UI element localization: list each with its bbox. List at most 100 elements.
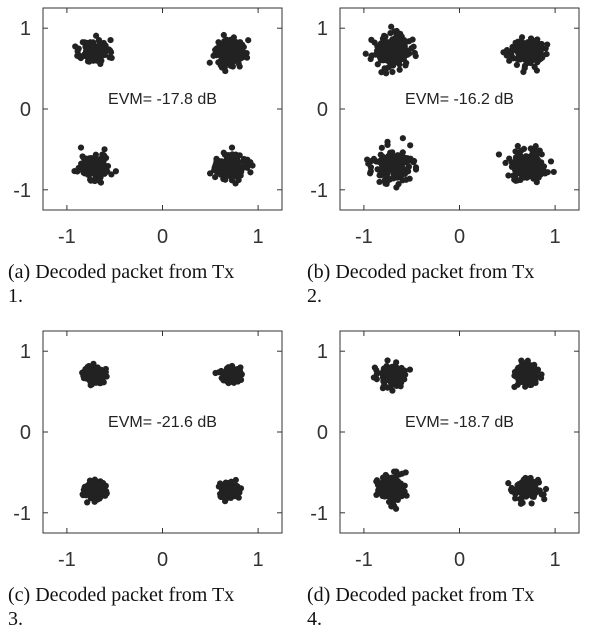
scatter-point [505, 480, 512, 487]
scatter-point [397, 491, 404, 498]
caption-b-line2: 2. [307, 285, 322, 307]
scatter-point [393, 484, 401, 491]
scatter-point [206, 170, 214, 177]
caption-b-line1: (b) Decoded packet from Tx [307, 261, 535, 283]
y-tick-label: 0 [317, 99, 328, 121]
scatter-point [386, 367, 393, 374]
scatter-point [84, 499, 91, 506]
scatter-point [379, 481, 386, 488]
scatter-point [508, 487, 515, 494]
scatter-point [528, 44, 535, 52]
scatter-point [385, 478, 392, 485]
scatter-point [396, 66, 403, 73]
scatter-point [220, 43, 227, 51]
scatter-point [379, 46, 386, 54]
scatter-point [84, 58, 92, 65]
scatter-point [535, 158, 542, 165]
scatter-point [520, 476, 527, 483]
scatter-point [76, 53, 83, 60]
scatter-point [72, 43, 79, 50]
scatter-point [393, 184, 400, 191]
scatter-point [537, 373, 544, 381]
caption-d-line2: 4. [307, 608, 322, 630]
plot-frame [339, 330, 580, 534]
evm-annotation: EVM= -18.7 dB [405, 414, 514, 431]
scatter-point [234, 173, 241, 181]
scatter-point [411, 49, 418, 57]
scatter-point [95, 177, 102, 184]
scatter-points [71, 31, 256, 187]
scatter-point [87, 177, 94, 184]
scatter-point [249, 162, 256, 169]
chart-panel-d: -1 0 1 -1 0 1 EVM= -18.7 dB (d) Decoded packet… [297, 321, 595, 642]
scatter-point [367, 164, 375, 171]
plot-frame [339, 7, 580, 211]
caption-b: (b) Decoded packet from Tx 2. [307, 260, 535, 307]
scatter-point [100, 39, 107, 47]
scatter-point [240, 158, 247, 165]
scatter-point [103, 490, 110, 497]
scatter-point [364, 156, 371, 163]
scatter-point [399, 135, 406, 142]
scatter-point [374, 47, 381, 54]
scatter-point [107, 36, 114, 44]
scatter-point [97, 60, 104, 67]
scatter-point [227, 161, 234, 168]
scatter-point [82, 367, 90, 374]
scatter-point [100, 47, 107, 54]
scatter-point [104, 168, 111, 175]
y-tick-label: -1 [13, 503, 31, 525]
scatter-point [533, 179, 540, 186]
scatter-point [226, 56, 233, 63]
scatter-point [99, 51, 106, 58]
y-tick-label: -1 [310, 180, 328, 202]
scatter-point [401, 156, 408, 163]
caption-d: (d) Decoded packet from Tx 4. [307, 583, 534, 630]
scatter-point [374, 61, 381, 68]
scatter-point [533, 67, 540, 74]
scatter-point [229, 368, 236, 375]
scatter-point [401, 52, 408, 60]
scatter-point [98, 164, 105, 171]
scatter-point [83, 156, 90, 163]
scatter-point [236, 63, 243, 70]
scatter-point [233, 42, 240, 49]
scatter-point [393, 468, 400, 475]
scatter-point [505, 48, 513, 55]
scatter-point [388, 503, 395, 510]
scatter-point [534, 167, 541, 174]
scatter-point [381, 54, 389, 61]
scatter-point [528, 483, 535, 490]
scatter-point [89, 377, 97, 384]
scatter-point [513, 373, 520, 381]
scatter-point [211, 51, 218, 58]
scatter-points [362, 23, 557, 191]
scatter-point [219, 163, 226, 170]
scatter-point [232, 158, 240, 166]
scatter-point [373, 376, 380, 383]
scatter-point [520, 145, 528, 152]
y-tick-label: 1 [317, 341, 328, 363]
scatter-point [220, 489, 228, 496]
scatter-point [235, 48, 243, 55]
scatter-point [228, 362, 236, 370]
scatter-point [389, 387, 396, 394]
scatter-point [406, 175, 413, 182]
scatter-point [381, 176, 389, 184]
scatter-point [228, 48, 236, 55]
scatter-point [409, 36, 416, 43]
scatter-point [215, 39, 222, 46]
scatter-point [398, 151, 406, 158]
x-tick-label: 1 [550, 549, 561, 571]
evm-annotation: EVM= -17.8 dB [108, 91, 217, 108]
scatter-point [512, 490, 519, 498]
scatter-point [93, 54, 100, 61]
scatter-point [225, 151, 232, 159]
scatter-point [212, 174, 219, 181]
scatter-point [402, 168, 409, 176]
scatter-point [396, 61, 403, 68]
scatter-point [206, 59, 213, 66]
scatter-point [522, 370, 529, 377]
scatter-point [398, 470, 406, 477]
scatter-point [513, 486, 520, 493]
